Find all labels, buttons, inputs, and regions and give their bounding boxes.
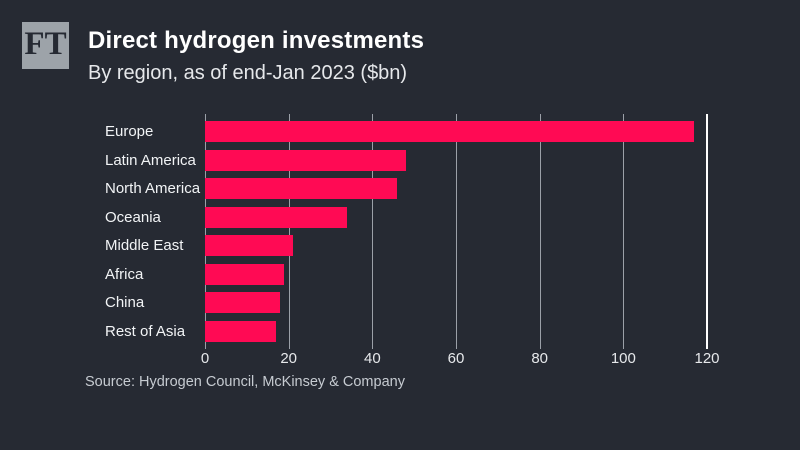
category-label: China (105, 294, 145, 312)
chart-row: North America (0, 178, 800, 200)
bar (205, 263, 285, 285)
gridline (205, 114, 206, 349)
chart-row: Africa (0, 263, 800, 285)
bar (205, 320, 277, 342)
chart-row: China (0, 292, 800, 314)
bar-track (205, 178, 707, 200)
chart-header: Direct hydrogen investments By region, a… (88, 27, 424, 85)
bar-track (205, 292, 707, 314)
category-label: Rest of Asia (105, 322, 186, 340)
bar-track (205, 206, 707, 228)
bar (205, 149, 406, 171)
ft-logo-text: FT (24, 26, 67, 62)
chart-row: Oceania (0, 206, 800, 228)
gridline (539, 114, 541, 349)
category-label: Middle East (105, 237, 184, 255)
gridline (623, 114, 625, 349)
chart-title: Direct hydrogen investments (88, 27, 425, 54)
category-label: Europe (105, 123, 154, 140)
bar (205, 121, 695, 142)
category-label: Oceania (105, 208, 161, 226)
x-tick-label: 0 (200, 350, 210, 367)
chart-row: Middle East (0, 235, 800, 257)
bar-track (205, 149, 707, 171)
ft-logo: FT (22, 22, 69, 69)
source-text: Source: Hydrogen Council, McKinsey & Com… (85, 374, 405, 390)
bar-track (205, 235, 707, 257)
chart-row: Europe (0, 121, 800, 142)
gridline (288, 114, 290, 349)
gridline (456, 114, 457, 349)
chart-row: Rest of Asia (0, 320, 800, 342)
category-label: Latin America (105, 151, 196, 169)
x-tick-label: 60 (447, 350, 465, 367)
x-tick-label: 20 (280, 350, 297, 367)
chart-row: Latin America (0, 149, 800, 171)
bar (205, 235, 293, 257)
chart-rows: Europe Latin America North America Oceania M… (0, 114, 800, 342)
x-tick-label: 120 (694, 350, 720, 367)
bar-track (205, 320, 707, 342)
bar (205, 178, 398, 200)
bar (205, 206, 348, 228)
chart-subtitle: By region, as of end-Jan 2023 ($bn) (88, 61, 408, 84)
bar-track (205, 121, 707, 142)
category-label: North America (105, 180, 201, 198)
gridlines (205, 114, 708, 349)
x-axis: 0 20 40 60 80 100 120 (201, 350, 720, 368)
category-label: Africa (105, 265, 144, 283)
bar-chart: Europe Latin America North America Oceania M… (0, 114, 800, 349)
x-tick-label: 100 (610, 350, 636, 367)
x-tick-label: 40 (363, 350, 381, 367)
x-tick-label: 80 (531, 350, 548, 367)
gridline (372, 114, 374, 349)
bar (205, 292, 281, 314)
gridline (706, 114, 708, 349)
bar-track (205, 263, 707, 285)
